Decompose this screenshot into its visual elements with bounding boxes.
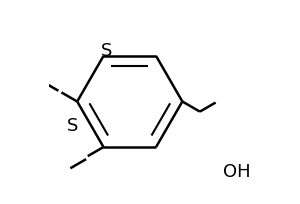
Text: S: S	[67, 116, 78, 134]
Text: S: S	[101, 42, 112, 60]
Text: OH: OH	[223, 162, 250, 180]
